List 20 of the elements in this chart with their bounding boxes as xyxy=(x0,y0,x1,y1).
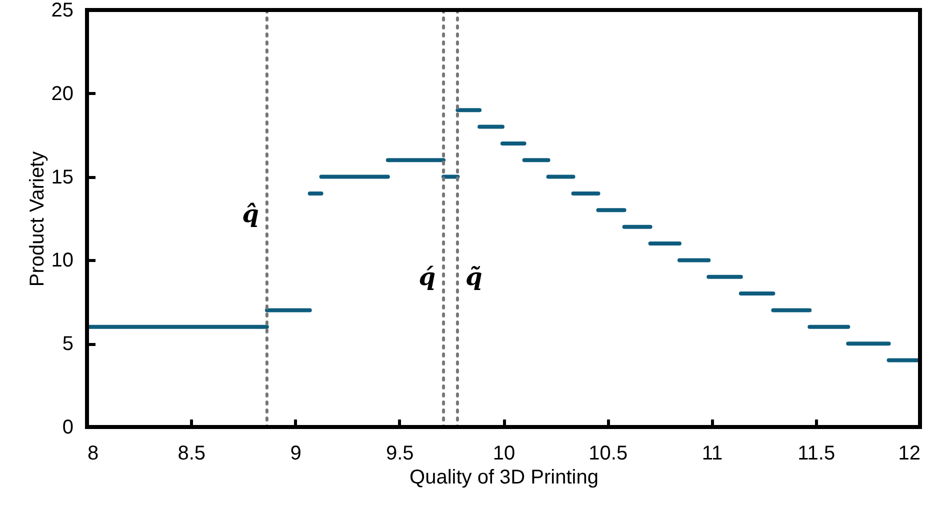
x-tick-label: 12 xyxy=(898,442,920,464)
x-tick-label: 9 xyxy=(290,442,302,464)
y-tick-label: 10 xyxy=(51,250,74,272)
ref-line-label: q̂ xyxy=(242,199,259,228)
x-tick-label: 10.5 xyxy=(588,442,628,464)
x-axis-title: Quality of 3D Printing xyxy=(410,466,598,488)
x-tick-label: 9.5 xyxy=(386,442,414,464)
x-tick-label: 10 xyxy=(492,442,516,464)
x-tick-label: 8 xyxy=(88,442,99,464)
y-tick-label: 20 xyxy=(51,82,74,105)
x-tick-label: 8.5 xyxy=(178,442,206,464)
ref-line-label: q́ xyxy=(418,262,436,291)
y-tick-label: 25 xyxy=(51,0,74,22)
y-tick-label: 5 xyxy=(62,333,74,356)
x-tick-label: 11 xyxy=(702,442,723,464)
ref-line-label: q̃ xyxy=(465,262,482,291)
x-tick-label: 11.5 xyxy=(798,442,836,464)
y-tick-label: 15 xyxy=(51,166,74,188)
y-axis-title: Product Variety xyxy=(26,151,48,287)
y-tick-label: 0 xyxy=(62,416,74,438)
